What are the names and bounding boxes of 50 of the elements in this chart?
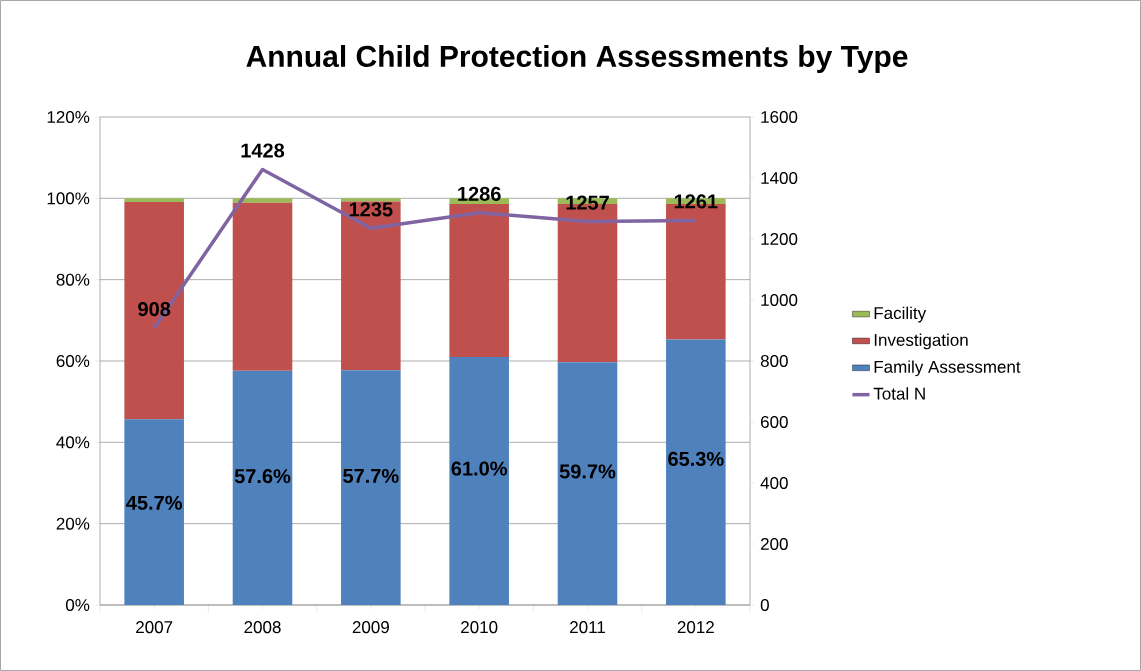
data-label: 908 — [138, 302, 171, 317]
y-tick-label: 60% — [56, 354, 90, 368]
data-label: 45.7% — [126, 495, 182, 510]
y2-tick-label: 800 — [760, 354, 788, 368]
x-tick-label: 2011 — [570, 621, 605, 634]
y2-tick-label: 1400 — [761, 171, 798, 185]
x-tick-label: 2012 — [677, 621, 714, 634]
bar — [449, 356, 509, 605]
legend-label: Family Assessment — [874, 360, 1021, 377]
chart-title: Annual Child Protection Assessments by Type — [246, 45, 908, 73]
bar — [232, 198, 293, 203]
bar — [232, 370, 293, 605]
y2-tick-label: 600 — [761, 415, 788, 429]
legend-label: Facility — [874, 306, 927, 323]
bar — [341, 198, 401, 202]
y2-tick-label: 1000 — [761, 293, 798, 307]
legend-label: Total N — [873, 387, 925, 400]
x-tick-label: 2010 — [461, 621, 498, 634]
y-tick-label: 20% — [56, 517, 90, 530]
y2-tick-label: 1600 — [761, 110, 798, 124]
y-tick-label: 120% — [47, 110, 90, 124]
y2-tick-label: 1200 — [761, 232, 798, 246]
y2-tick-label: 400 — [760, 476, 788, 490]
data-label: 57.7% — [343, 468, 399, 483]
bar — [124, 198, 184, 202]
bar — [341, 201, 401, 371]
y2-tick-label: 0 — [760, 598, 769, 612]
x-tick-label: 2007 — [136, 621, 173, 634]
bar — [232, 202, 293, 371]
data-label: 57.6% — [234, 469, 291, 484]
legend-label: Investigation — [874, 333, 968, 350]
data-label: 65.3% — [668, 451, 724, 467]
data-label: 59.7% — [559, 464, 616, 479]
y-tick-label: 80% — [56, 273, 90, 286]
bar — [666, 339, 726, 605]
data-label: 61.0% — [451, 461, 507, 476]
x-tick-label: 2008 — [244, 621, 281, 634]
y2-tick-label: 200 — [761, 537, 788, 551]
bar — [557, 362, 618, 605]
bar — [124, 419, 184, 605]
x-tick-label: 2009 — [352, 621, 389, 634]
y-tick-label: 100% — [47, 192, 90, 205]
data-label: 1235 — [349, 202, 393, 217]
bar — [449, 204, 509, 357]
data-label: 1428 — [241, 143, 285, 158]
y-tick-label: 40% — [56, 436, 90, 449]
data-label: 1286 — [458, 186, 501, 201]
bar — [124, 201, 184, 420]
y-tick-label: 0% — [65, 598, 90, 612]
bar — [341, 370, 401, 605]
